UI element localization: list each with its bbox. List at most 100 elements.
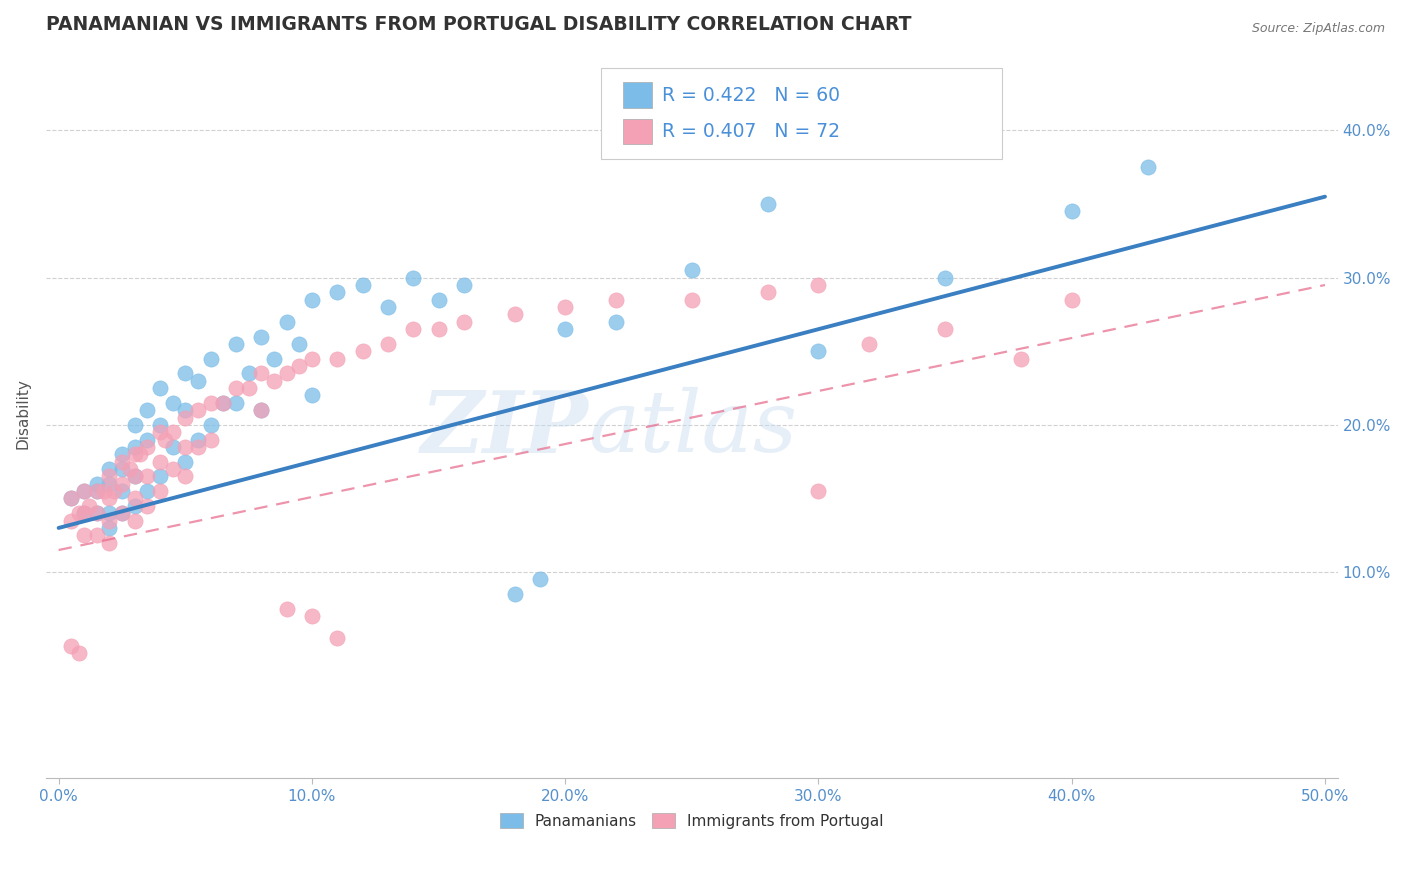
Point: [212, 396, 235, 410]
Point: [326, 632, 349, 646]
Point: [807, 344, 830, 359]
Point: [200, 351, 222, 366]
Point: [934, 270, 956, 285]
Point: [200, 433, 222, 447]
Point: [124, 499, 146, 513]
Point: [288, 359, 311, 373]
Point: [187, 433, 209, 447]
Point: [111, 476, 134, 491]
Legend: Panamanians, Immigrants from Portugal: Panamanians, Immigrants from Portugal: [492, 805, 891, 836]
Y-axis label: Disability: Disability: [15, 378, 30, 450]
Point: [128, 447, 150, 461]
Point: [149, 381, 172, 395]
Point: [111, 455, 134, 469]
Point: [756, 285, 779, 300]
Point: [60, 491, 83, 506]
Point: [98, 491, 121, 506]
Point: [118, 462, 141, 476]
Bar: [623, 82, 652, 108]
Point: [98, 535, 121, 549]
Point: [858, 337, 880, 351]
Point: [86, 484, 108, 499]
Point: [60, 491, 83, 506]
Point: [149, 425, 172, 440]
Point: [352, 278, 374, 293]
Point: [103, 484, 125, 499]
Point: [605, 293, 627, 307]
Point: [276, 602, 298, 616]
Point: [263, 351, 285, 366]
Point: [93, 484, 115, 499]
Bar: [623, 119, 652, 145]
Point: [86, 506, 108, 520]
Point: [162, 440, 184, 454]
Point: [200, 417, 222, 432]
Point: [402, 322, 425, 336]
Point: [149, 484, 172, 499]
Point: [225, 337, 247, 351]
Point: [162, 462, 184, 476]
Point: [77, 499, 100, 513]
Point: [1010, 351, 1032, 366]
Point: [554, 300, 576, 314]
Point: [149, 469, 172, 483]
Point: [453, 315, 475, 329]
Point: [288, 337, 311, 351]
Text: R = 0.407   N = 72: R = 0.407 N = 72: [662, 122, 841, 141]
Point: [98, 521, 121, 535]
Point: [73, 506, 96, 520]
Point: [98, 514, 121, 528]
Point: [136, 433, 159, 447]
Point: [149, 455, 172, 469]
Point: [98, 469, 121, 483]
Point: [124, 447, 146, 461]
Point: [162, 396, 184, 410]
Point: [111, 462, 134, 476]
Point: [98, 506, 121, 520]
Point: [98, 476, 121, 491]
Point: [250, 367, 273, 381]
Point: [200, 396, 222, 410]
Point: [212, 396, 235, 410]
Text: PANAMANIAN VS IMMIGRANTS FROM PORTUGAL DISABILITY CORRELATION CHART: PANAMANIAN VS IMMIGRANTS FROM PORTUGAL D…: [46, 15, 911, 34]
Point: [934, 322, 956, 336]
Point: [60, 639, 83, 653]
Point: [136, 499, 159, 513]
Point: [402, 270, 425, 285]
Point: [136, 469, 159, 483]
Point: [73, 484, 96, 499]
Point: [326, 285, 349, 300]
Point: [554, 322, 576, 336]
Point: [136, 440, 159, 454]
Text: Source: ZipAtlas.com: Source: ZipAtlas.com: [1251, 22, 1385, 36]
Point: [67, 646, 90, 660]
Point: [187, 374, 209, 388]
Point: [807, 278, 830, 293]
Point: [124, 491, 146, 506]
Point: [174, 469, 197, 483]
Point: [352, 344, 374, 359]
Point: [301, 293, 323, 307]
Point: [111, 447, 134, 461]
Point: [86, 484, 108, 499]
Point: [124, 469, 146, 483]
Point: [86, 506, 108, 520]
Point: [326, 351, 349, 366]
Point: [73, 484, 96, 499]
Text: R = 0.422   N = 60: R = 0.422 N = 60: [662, 86, 841, 105]
Point: [756, 197, 779, 211]
Point: [301, 351, 323, 366]
Point: [153, 433, 176, 447]
Point: [225, 381, 247, 395]
Point: [86, 476, 108, 491]
Point: [503, 587, 526, 601]
Point: [1060, 293, 1083, 307]
Point: [111, 506, 134, 520]
Point: [807, 484, 830, 499]
Point: [529, 573, 551, 587]
Point: [86, 528, 108, 542]
Point: [124, 514, 146, 528]
Point: [427, 293, 450, 307]
Point: [503, 308, 526, 322]
Point: [174, 410, 197, 425]
